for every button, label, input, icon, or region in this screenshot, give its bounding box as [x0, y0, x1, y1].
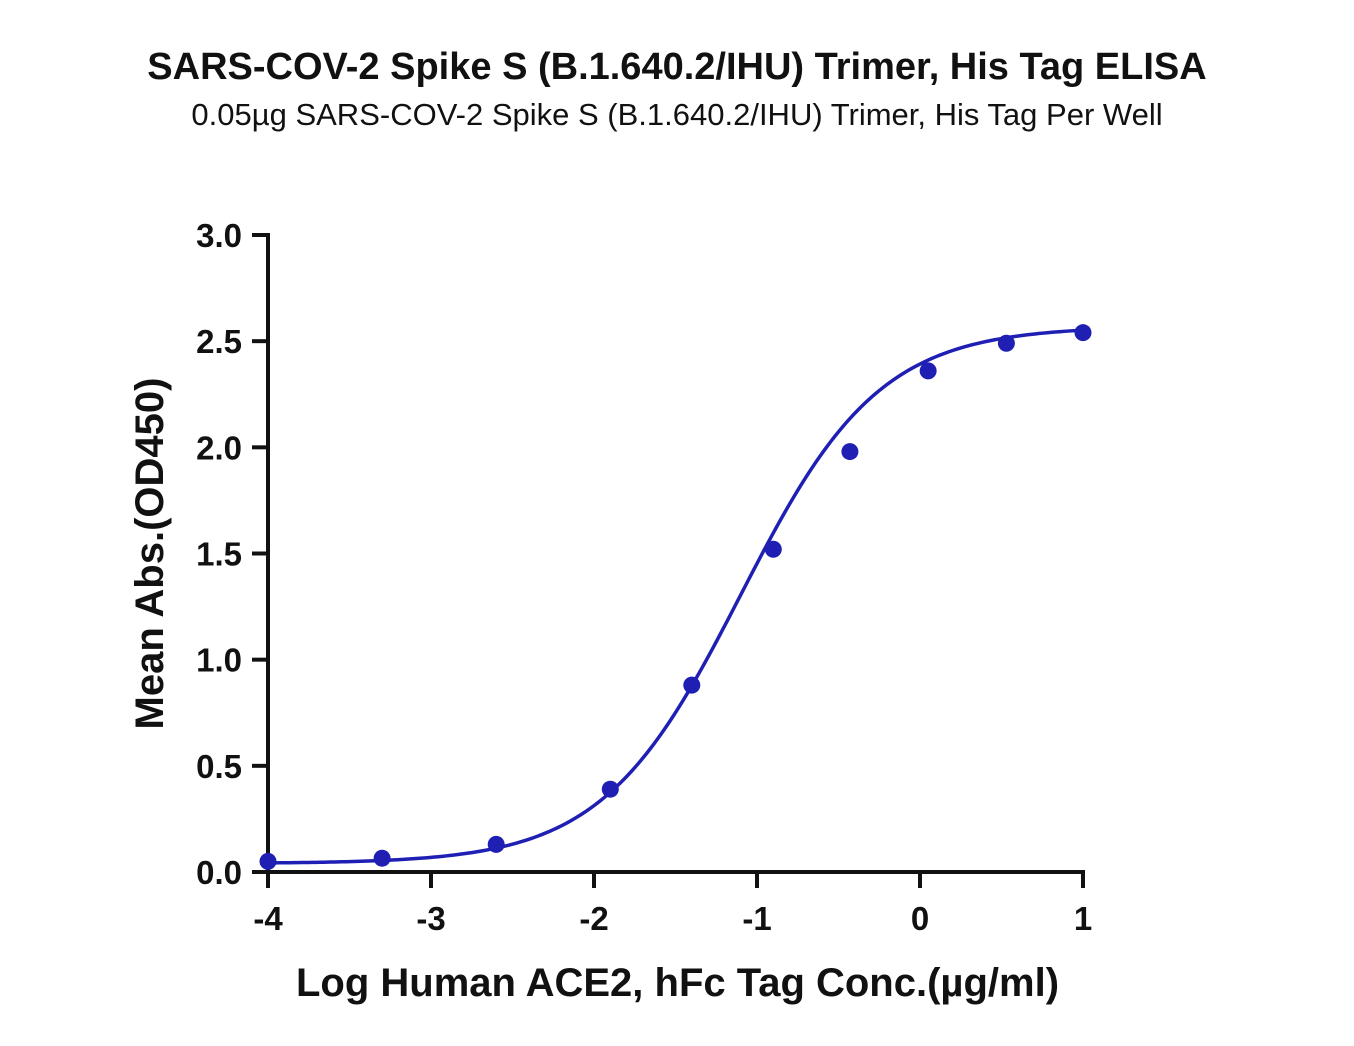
data-point [487, 835, 505, 853]
data-point [373, 849, 391, 867]
chart-axes [266, 233, 1085, 874]
data-point [764, 540, 782, 558]
x-axis-label: Log Human ACE2, hFc Tag Conc.(µg/ml) [296, 961, 1059, 1005]
data-points [259, 324, 1092, 870]
data-point [841, 443, 859, 461]
data-point [1074, 324, 1092, 342]
y-tick-label: 2.5 [196, 323, 242, 360]
x-tick-label: -1 [742, 900, 771, 937]
y-tick-label: 2.0 [196, 429, 242, 466]
y-axis-label: Mean Abs.(OD450) [128, 378, 172, 730]
x-tick-label: -2 [579, 900, 608, 937]
y-tick-label: 1.5 [196, 536, 242, 573]
data-point [683, 676, 701, 694]
y-tick-label: 0.0 [196, 854, 242, 891]
x-tick-label: -4 [253, 900, 283, 937]
x-tick-label: 0 [911, 900, 929, 937]
chart-title: SARS-COV-2 Spike S (B.1.640.2/IHU) Trime… [147, 46, 1207, 88]
data-point [259, 852, 277, 870]
data-point [919, 362, 937, 380]
data-point [997, 334, 1015, 352]
y-tick-label: 3.0 [196, 217, 242, 254]
y-tick-label: 0.5 [196, 748, 242, 785]
x-tick-label: -3 [416, 900, 445, 937]
chart-subtitle: 0.05µg SARS-COV-2 Spike S (B.1.640.2/IHU… [191, 97, 1163, 132]
fit-curve [267, 328, 1084, 865]
x-axis-ticks: -4 -3 -2 -1 0 1 [253, 872, 1092, 937]
data-point [601, 780, 619, 798]
y-tick-label: 1.0 [196, 642, 242, 679]
x-tick-label: 1 [1074, 900, 1092, 937]
y-axis-ticks: 0.0 0.5 1.0 1.5 2.0 2.5 3.0 [196, 217, 268, 891]
